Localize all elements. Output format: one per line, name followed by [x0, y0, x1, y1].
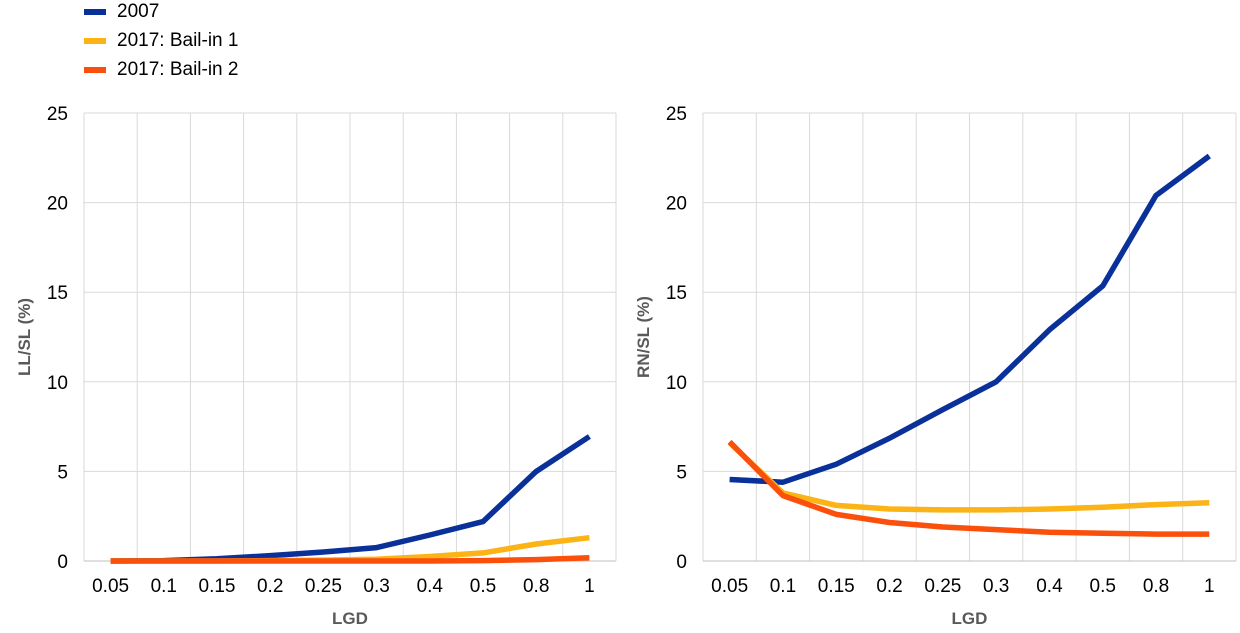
x-axis-title: LGD	[952, 609, 988, 628]
legend-item-bail-in-2: 2017: Bail-in 2	[84, 58, 344, 87]
series-line-2017-bail-in-2	[727, 439, 1210, 537]
x-axis-title: LGD	[332, 609, 368, 628]
y-axis-title: LL/SL (%)	[15, 298, 34, 376]
y-tick-label: 20	[47, 194, 68, 215]
x-tick-label: 1	[584, 576, 595, 597]
series-line-2017-bail-in-1	[727, 440, 1210, 513]
x-tick-label: 0.25	[305, 576, 342, 597]
x-tick-label: 0.8	[1143, 576, 1169, 597]
x-tick-label: 0.5	[470, 576, 496, 597]
x-tick-label: 0.15	[818, 576, 855, 597]
legend-label-2007: 2007	[117, 1, 160, 22]
x-tick-label: 0.3	[363, 576, 389, 597]
y-tick-label: 25	[47, 104, 68, 125]
x-tick-label: 0.4	[417, 576, 444, 597]
y-tick-label: 5	[676, 462, 687, 483]
x-tick-label: 0.2	[876, 576, 902, 597]
legend-item-bail-in-1: 2017: Bail-in 1	[84, 29, 344, 58]
chart-legend: 2007 2017: Bail-in 1 2017: Bail-in 2	[84, 0, 344, 87]
x-tick-label: 0.4	[1036, 576, 1063, 597]
x-tick-label: 0.3	[983, 576, 1009, 597]
series-line-2007	[729, 153, 1211, 485]
series-line-2017-bail-in-2	[110, 555, 590, 564]
chart-rn-sl: 0 5 10 15 20 25 0.05 0.1 0.15 0.2 0.25 0.3 0.4 0.5 0.8…	[634, 104, 1237, 628]
x-tick-label: 0.15	[199, 576, 236, 597]
x-tick-label: 0.25	[924, 576, 961, 597]
legend-label-bail-in-2: 2017: Bail-in 2	[117, 59, 239, 80]
y-tick-label: 10	[47, 373, 68, 394]
legend-label-bail-in-1: 2017: Bail-in 1	[117, 30, 239, 51]
y-axis-title: RN/SL (%)	[634, 296, 653, 378]
y-tick-label: 15	[666, 283, 687, 304]
legend-swatch-bail-in-1	[84, 38, 106, 44]
y-tick-label: 25	[666, 104, 687, 125]
x-tick-label: 1	[1204, 576, 1215, 597]
x-tick-label: 0.2	[257, 576, 283, 597]
chart-ll-sl: 0 5 10 15 20 25 0.05 0.1 0.15 0.2 0.25 0.3 0.4 0.5 0.8…	[15, 104, 617, 628]
x-tick-label: 0.5	[1090, 576, 1116, 597]
y-tick-label: 5	[57, 462, 68, 483]
y-tick-label: 0	[676, 552, 687, 573]
x-tick-label: 0.8	[523, 576, 549, 597]
x-tick-label: 0.1	[770, 576, 796, 597]
y-tick-label: 0	[57, 552, 68, 573]
x-tick-label: 0.05	[92, 576, 129, 597]
y-tick-label: 15	[47, 283, 68, 304]
legend-swatch-2007	[84, 9, 106, 15]
x-tick-label: 0.05	[711, 576, 748, 597]
legend-swatch-bail-in-2	[84, 67, 106, 73]
y-tick-label: 10	[666, 373, 687, 394]
y-tick-label: 20	[666, 194, 687, 215]
x-tick-label: 0.1	[151, 576, 177, 597]
legend-item-2007: 2007	[84, 0, 344, 29]
